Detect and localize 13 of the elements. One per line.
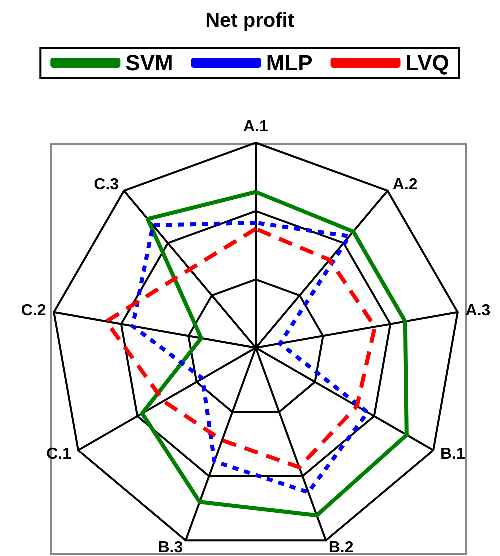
spoke-label: A.3 xyxy=(466,302,491,320)
spoke-label: C.3 xyxy=(94,176,120,194)
legend-label: SVM xyxy=(126,50,174,76)
spoke-label: A.2 xyxy=(392,176,418,194)
spoke-label: B.2 xyxy=(328,540,354,556)
spoke-label: B.1 xyxy=(440,446,466,463)
spoke-label: C.2 xyxy=(21,302,46,320)
legend-label: MLP xyxy=(266,50,313,76)
spoke-label: B.3 xyxy=(158,540,184,556)
spoke-label: C.1 xyxy=(46,446,72,463)
chart-title: Net profit xyxy=(206,10,295,32)
legend-label: LVQ xyxy=(406,50,450,76)
spoke-label: A.1 xyxy=(244,118,269,136)
